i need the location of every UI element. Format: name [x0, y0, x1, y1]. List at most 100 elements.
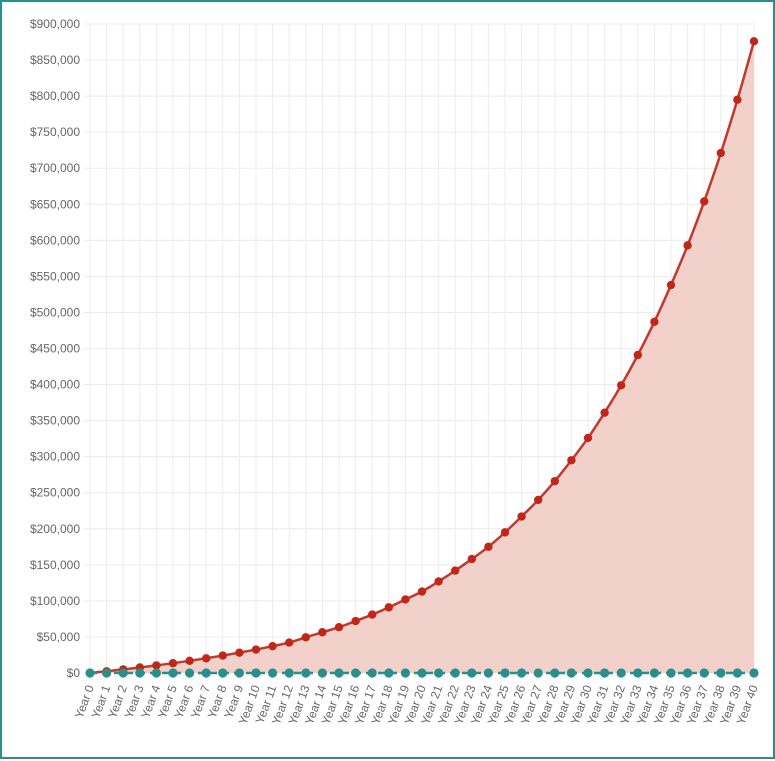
series-base-point[interactable] [102, 668, 112, 678]
series-base-point[interactable] [400, 668, 410, 678]
series-base-point[interactable] [583, 668, 593, 678]
series-main-point[interactable] [368, 610, 377, 619]
series-main-point[interactable] [202, 654, 211, 663]
series-main-point[interactable] [600, 408, 609, 417]
y-tick-label: $500,000 [30, 305, 80, 319]
series-base-point[interactable] [517, 668, 527, 678]
series-main-point[interactable] [716, 148, 725, 158]
series-base-point[interactable] [600, 668, 610, 678]
series-main-point[interactable] [152, 661, 161, 670]
series-base-point[interactable] [533, 668, 543, 678]
series-main-point[interactable] [268, 641, 277, 651]
y-tick-label: $200,000 [30, 522, 80, 536]
series-base-point[interactable] [317, 668, 327, 678]
series-main-point[interactable] [733, 95, 742, 104]
series-base-point[interactable] [616, 668, 626, 678]
series-main-point[interactable] [517, 512, 526, 521]
y-tick-label: $350,000 [30, 414, 80, 428]
series-main-point[interactable] [351, 616, 360, 626]
series-main-point[interactable] [683, 241, 692, 250]
series-base-point[interactable] [566, 668, 577, 678]
series-main-point[interactable] [534, 495, 543, 505]
series-base-point[interactable] [550, 668, 560, 678]
series-main-area [90, 41, 754, 674]
series-main-point[interactable] [218, 651, 227, 660]
series-main-point[interactable] [168, 658, 178, 668]
series-main-point[interactable] [700, 197, 709, 206]
y-tick-label: $150,000 [30, 558, 80, 572]
series-base-point[interactable] [467, 668, 477, 678]
series-main-point[interactable] [434, 577, 443, 586]
series-base-point[interactable] [649, 668, 660, 678]
series-base-point[interactable] [666, 668, 676, 678]
y-tick-label: $550,000 [30, 269, 80, 283]
series-main-point[interactable] [285, 638, 294, 647]
series-main-point[interactable] [334, 623, 344, 632]
series-main-point[interactable] [301, 633, 310, 642]
series-base-point[interactable] [334, 668, 344, 678]
series-main-point[interactable] [666, 280, 676, 290]
series-base-point[interactable] [384, 668, 394, 678]
series-base-point[interactable] [301, 668, 311, 678]
y-tick-label: $700,000 [30, 161, 80, 175]
series-base-point[interactable] [434, 668, 444, 678]
series-main-point[interactable] [451, 566, 460, 575]
series-main-point[interactable] [500, 528, 510, 537]
series-base-point[interactable] [151, 668, 161, 678]
y-tick-label: $0 [67, 666, 81, 680]
y-tick-label: $650,000 [30, 197, 80, 211]
series-base-point[interactable] [483, 668, 493, 678]
series-base-point[interactable] [201, 668, 211, 678]
series-base-point[interactable] [716, 668, 726, 678]
series-main-point[interactable] [235, 648, 244, 657]
series-main-point[interactable] [550, 476, 559, 486]
y-tick-label: $850,000 [30, 53, 80, 67]
series-main-point[interactable] [749, 37, 759, 46]
series-base-point[interactable] [699, 668, 709, 678]
series-base-point[interactable] [633, 668, 643, 678]
series-base-point[interactable] [683, 668, 693, 678]
data-point-layer [85, 37, 759, 678]
series-main-point[interactable] [484, 542, 493, 552]
y-tick-label: $100,000 [30, 594, 80, 608]
series-main-point[interactable] [251, 645, 261, 654]
series-base-point[interactable] [85, 668, 95, 678]
series-base-point[interactable] [185, 668, 195, 678]
series-main-point[interactable] [417, 587, 427, 596]
series-main-point[interactable] [583, 433, 593, 443]
y-tick-label: $250,000 [30, 486, 80, 500]
series-base-point[interactable] [135, 668, 145, 678]
series-main-point[interactable] [567, 456, 576, 465]
series-base-point[interactable] [732, 668, 743, 678]
series-base-point[interactable] [284, 668, 294, 678]
series-base-point[interactable] [168, 668, 178, 678]
series-main-point[interactable] [617, 381, 626, 390]
series-main-point[interactable] [650, 317, 659, 327]
series-base-point[interactable] [351, 668, 361, 678]
series-base-point[interactable] [367, 668, 377, 678]
series-main-point[interactable] [318, 628, 327, 637]
series-base-point[interactable] [218, 668, 228, 678]
series-base-point[interactable] [500, 668, 510, 678]
series-main-point[interactable] [633, 350, 642, 360]
series-base-point[interactable] [251, 668, 261, 678]
y-tick-label: $800,000 [30, 89, 80, 103]
y-tick-label: $400,000 [30, 378, 80, 392]
series-base-point[interactable] [118, 668, 128, 678]
series-main-point[interactable] [467, 554, 476, 564]
series-main-point[interactable] [384, 603, 393, 612]
y-tick-label: $50,000 [37, 630, 81, 644]
series-base-point[interactable] [234, 668, 244, 678]
series-base-point[interactable] [450, 668, 460, 678]
y-tick-label: $600,000 [30, 233, 80, 247]
series-base-point[interactable] [749, 668, 759, 678]
series-base-point[interactable] [417, 668, 427, 678]
series-main-point[interactable] [401, 595, 410, 604]
series-main-point[interactable] [185, 656, 194, 666]
y-axis-tick-labels: $0 $50,000 $100,000 $150,000 $200,000 $250,00… [30, 17, 80, 680]
y-tick-label: $900,000 [30, 17, 80, 31]
series-base-point[interactable] [268, 668, 278, 678]
